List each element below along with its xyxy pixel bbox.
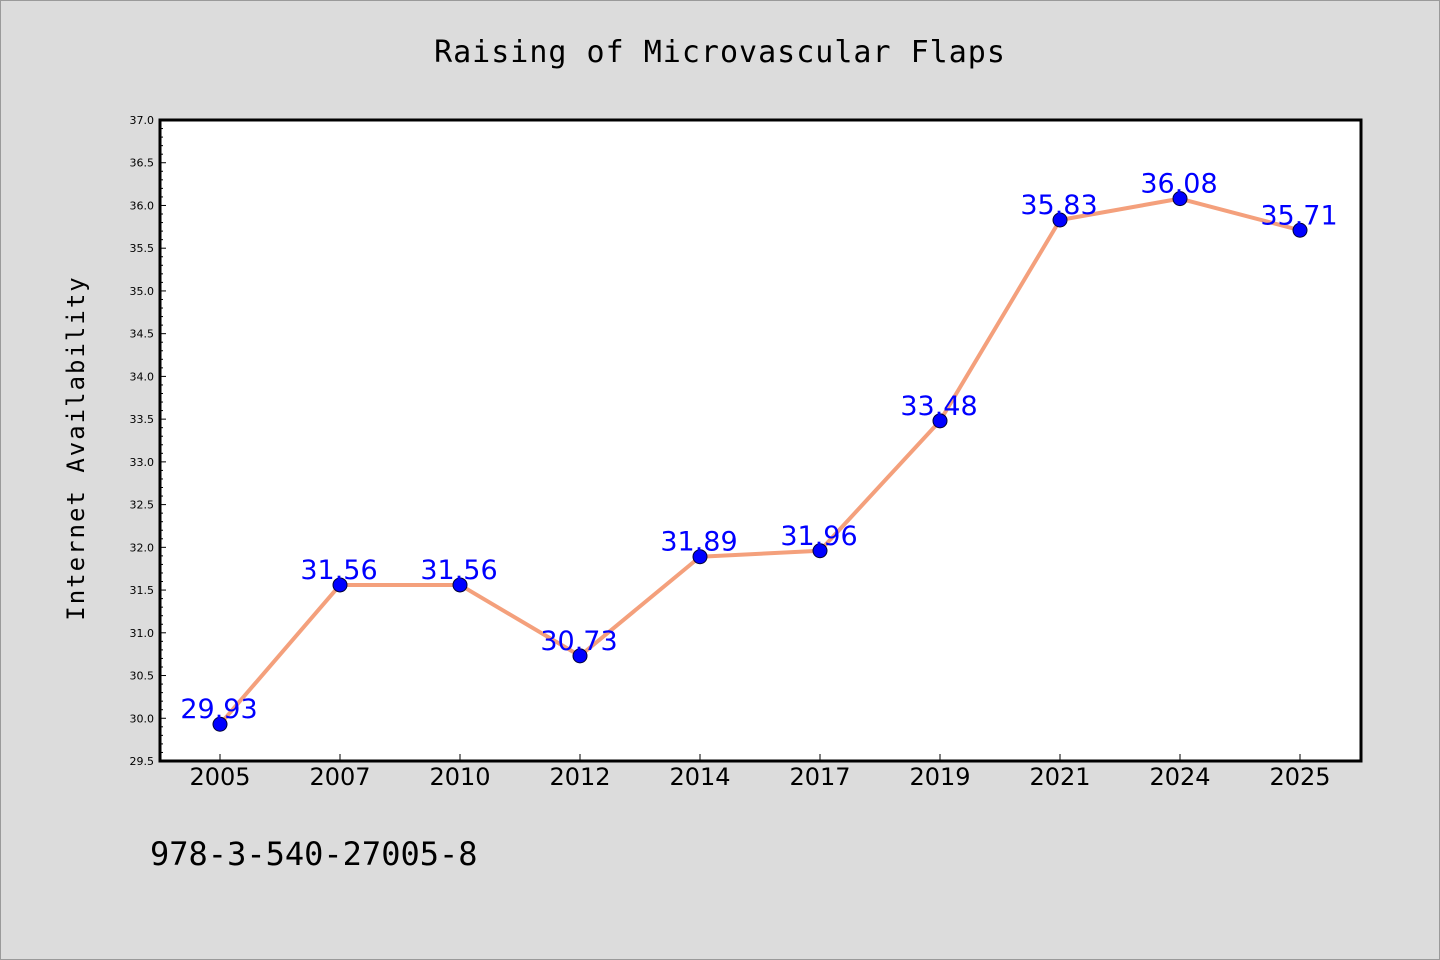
data-label: 31.96: [780, 521, 857, 552]
data-point: [692, 549, 708, 565]
series-line: [218, 196, 1301, 726]
data-point: [812, 543, 828, 559]
x-tick-label: 2025: [1269, 763, 1330, 791]
data-point: [212, 716, 228, 732]
data-point: [1292, 222, 1308, 238]
data-label: 31.56: [420, 555, 497, 586]
data-label: 29.93: [180, 694, 257, 725]
x-axis: 2005 2007 2010 2012 2014 2017 2019 2021 2024 2025: [189, 754, 1331, 791]
footer-isbn: 978-3-540-27005-8: [150, 835, 478, 873]
y-axis-label: Internet Availability: [62, 275, 90, 620]
y-tick-label: 34.5: [130, 328, 155, 341]
y-tick-label: 36.0: [130, 199, 155, 212]
x-tick-label: 2005: [189, 763, 250, 791]
data-label: 33.48: [900, 391, 977, 422]
data-point: [1052, 212, 1068, 228]
data-label: 36.08: [1140, 169, 1217, 200]
data-label: 35.83: [1020, 190, 1097, 221]
y-tick-label: 35.0: [130, 285, 155, 298]
y-tick-label: 32.0: [130, 541, 155, 554]
y-tick-label: 31.0: [130, 627, 155, 640]
y-tick-label: 34.0: [130, 370, 155, 383]
data-series: [212, 191, 1308, 732]
y-tick-label: 29.5: [130, 755, 155, 768]
data-label: 31.89: [660, 527, 737, 558]
x-tick-label: 2010: [429, 763, 490, 791]
y-tick-label: 30.0: [130, 712, 155, 725]
y-axis: 29.5 30.0 30.5 31.0 31.5 32.0 32.5 33.0 33.5 34.0…: [130, 114, 166, 768]
data-label: 30.73: [540, 626, 617, 657]
data-point: [332, 577, 348, 593]
x-tick-label: 2007: [309, 763, 370, 791]
data-point: [572, 648, 588, 664]
y-tick-label: 32.5: [130, 499, 155, 512]
data-label: 35.71: [1260, 200, 1337, 231]
y-tick-label: 36.5: [130, 157, 155, 170]
y-tick-label: 37.0: [130, 114, 155, 127]
data-point: [1172, 191, 1188, 207]
x-tick-label: 2021: [1029, 763, 1090, 791]
x-tick-label: 2024: [1149, 763, 1210, 791]
y-tick-label: 35.5: [130, 242, 155, 255]
data-point: [452, 577, 468, 593]
y-tick-label: 30.5: [130, 670, 155, 683]
data-point: [932, 413, 948, 429]
x-tick-label: 2014: [669, 763, 730, 791]
y-tick-label: 31.5: [130, 584, 155, 597]
x-tick-label: 2012: [549, 763, 610, 791]
data-label: 31.56: [300, 555, 377, 586]
x-tick-label: 2019: [909, 763, 970, 791]
plot-area: [158, 118, 1363, 763]
x-tick-label: 2017: [789, 763, 850, 791]
y-tick-label: 33.0: [130, 456, 155, 469]
y-tick-label: 33.5: [130, 413, 155, 426]
chart-title: Raising of Microvascular Flaps: [434, 35, 1006, 70]
data-labels: 29.93 31.56 31.56 30.73 31.89 31.96 33.48 35.83…: [180, 169, 1337, 726]
